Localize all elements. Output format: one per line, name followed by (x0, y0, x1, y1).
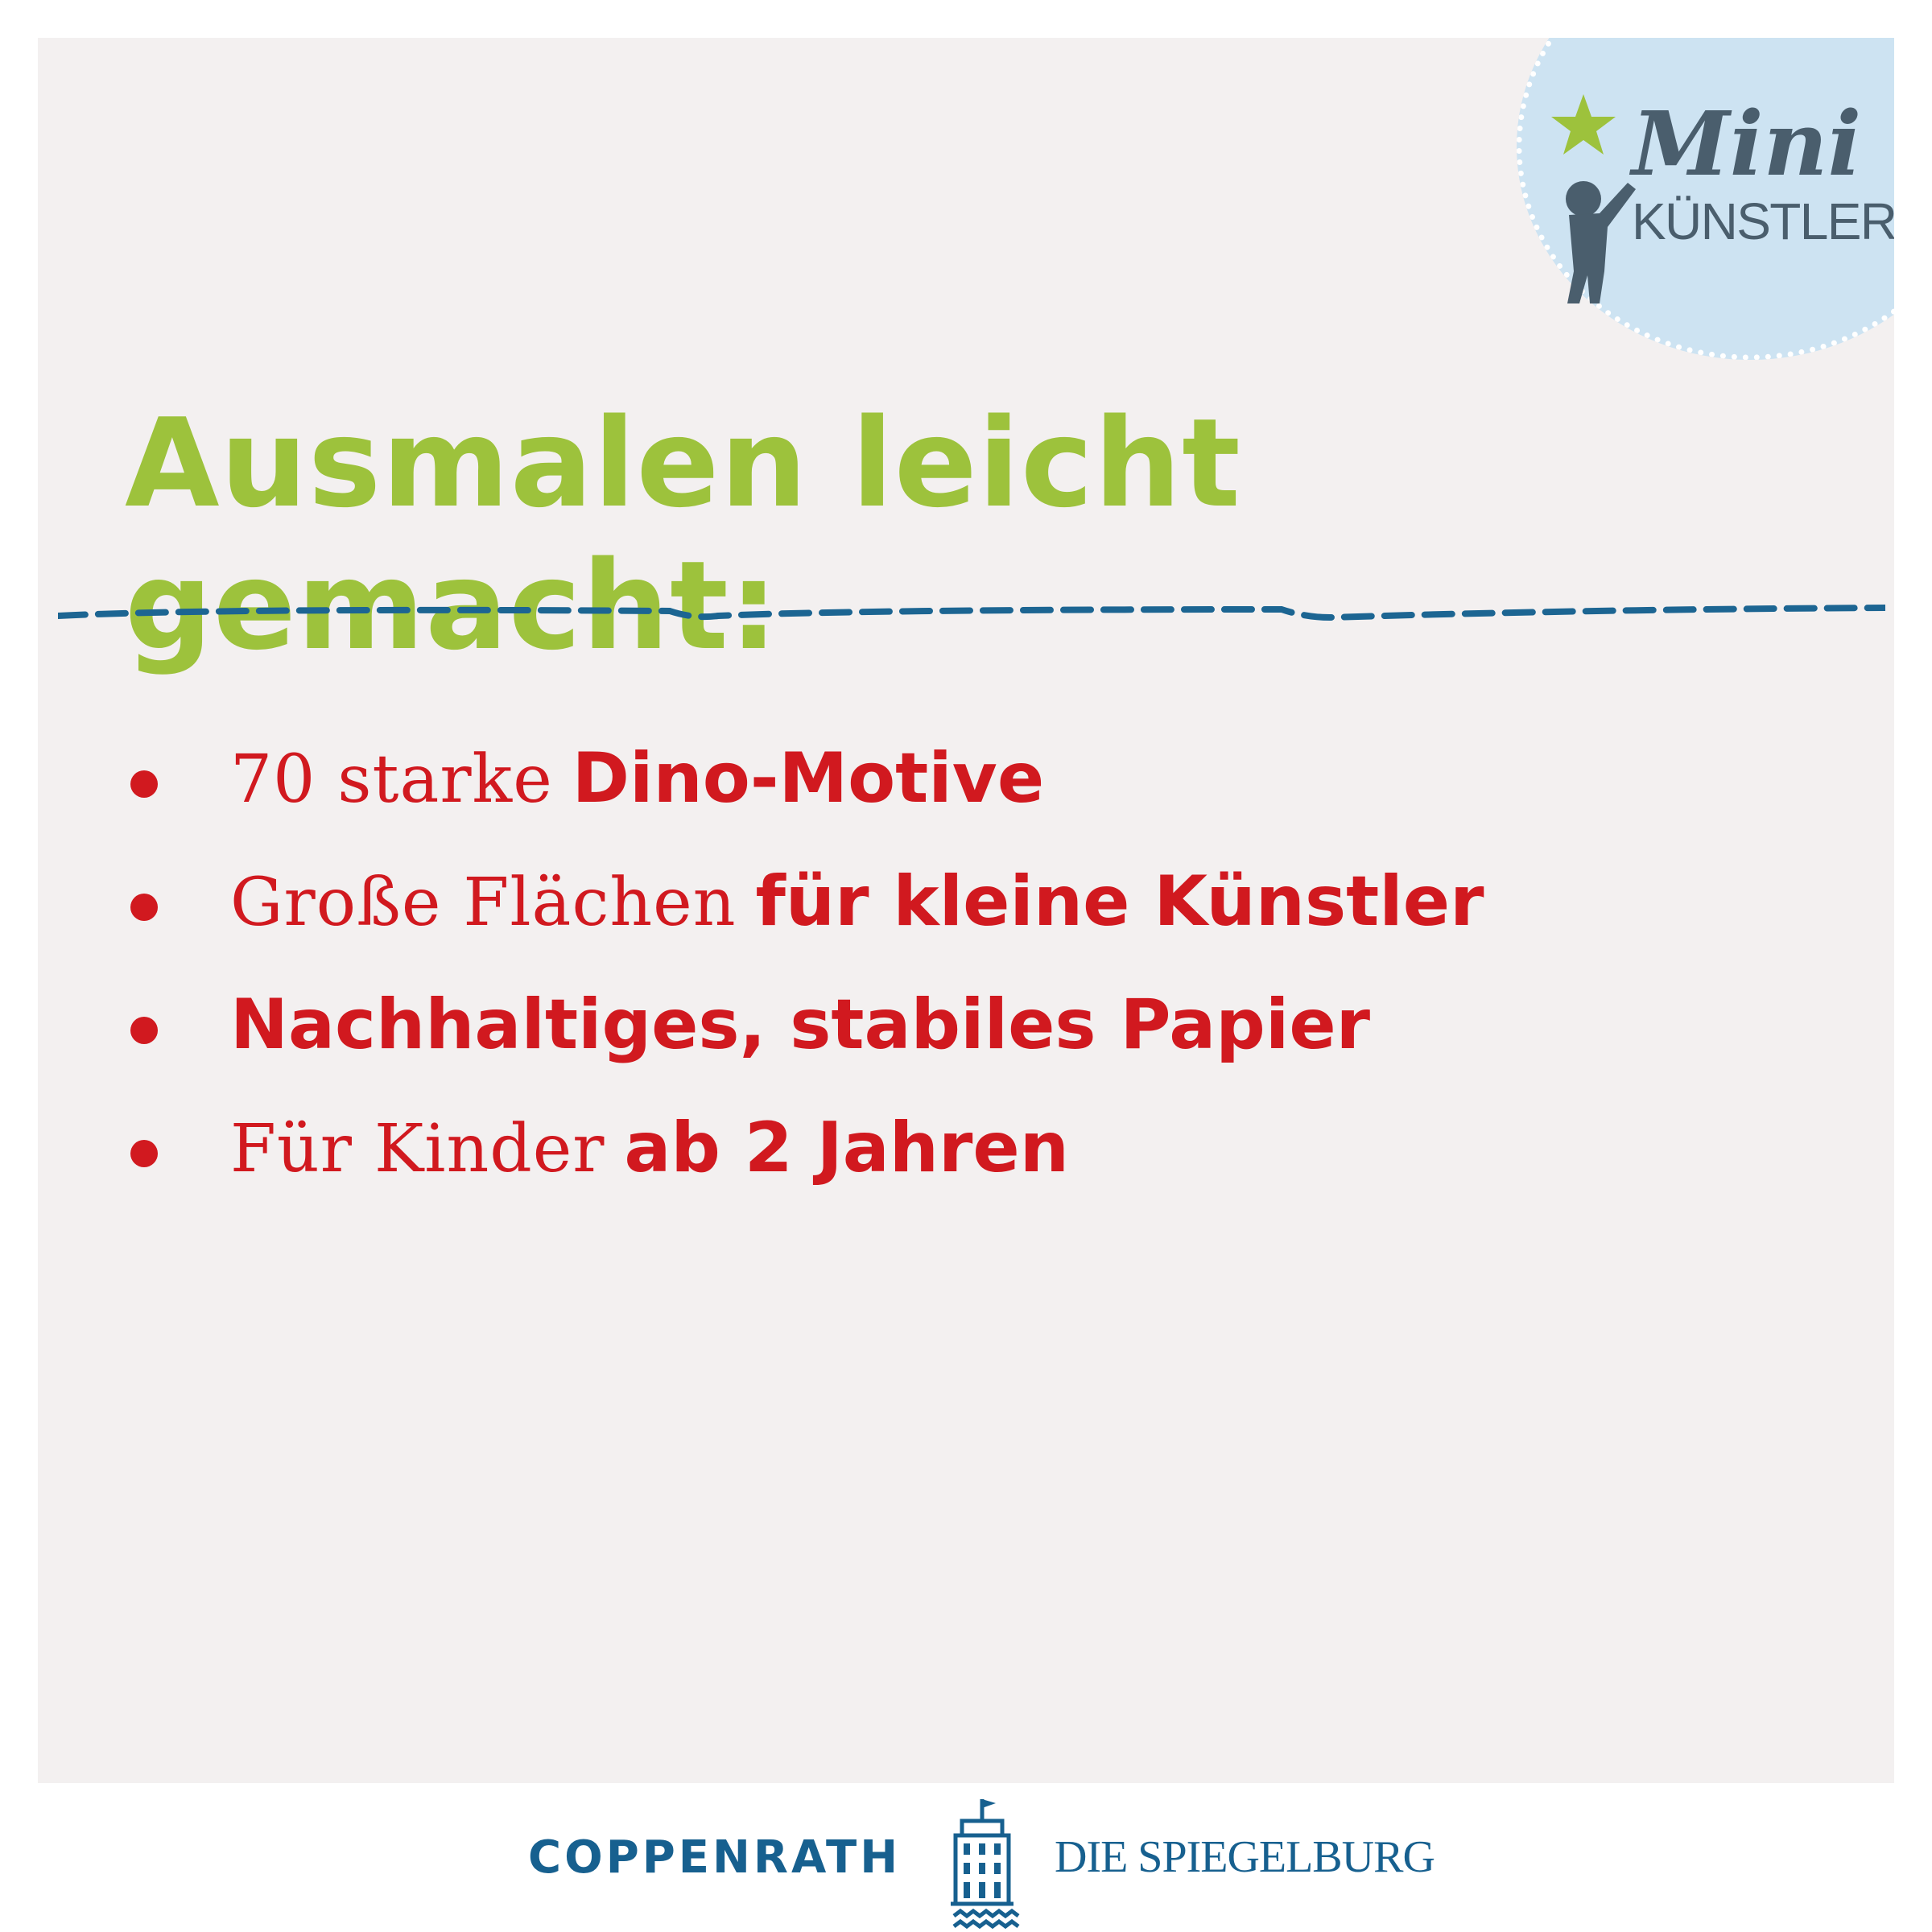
item-regular-text: 70 starke (230, 741, 553, 818)
mini-kuenstler-logo: Mini KÜNSTLER (1551, 92, 1894, 303)
list-item: Große Flächen für kleine Künstler (38, 861, 1484, 985)
item-regular-text: Für Kinder (230, 1111, 605, 1187)
publisher-footer: COPPENRATH DIE SPIEGELBURG (0, 1795, 1932, 1932)
bullet-icon (130, 894, 158, 921)
list-item: Nachhaltiges, stabiles Papier (38, 985, 1484, 1108)
bullet-icon (130, 1017, 158, 1044)
imprint-name: DIE SPIEGELBURG (1055, 1832, 1435, 1882)
feature-list: 70 starke Dino-Motive Große Flächen für … (38, 738, 1484, 1231)
list-item: 70 starke Dino-Motive (38, 738, 1484, 861)
item-regular-text: Große Flächen (230, 865, 737, 941)
wavy-dashed-divider (58, 605, 1885, 621)
logo-mini-text: Mini (1629, 92, 1861, 196)
item-bold-text: ab 2 Jahren (624, 1108, 1069, 1188)
child-silhouette-icon (1566, 181, 1636, 303)
tower-icon (951, 1799, 1020, 1930)
content-panel: Mini KÜNSTLER Ausmalen leicht gemacht: 7… (38, 38, 1894, 1783)
bullet-icon (130, 1140, 158, 1167)
publisher-name: COPPENRATH (528, 1831, 902, 1884)
list-item: Für Kinder ab 2 Jahren (38, 1108, 1484, 1231)
page-title: Ausmalen leicht gemacht: (125, 392, 1241, 677)
item-bold-text: Nachhaltiges, stabiles Papier (230, 985, 1371, 1065)
star-icon (1551, 94, 1616, 155)
item-bold-text: für kleine Künstler (755, 861, 1484, 942)
item-bold-text: Dino-Motive (572, 738, 1045, 819)
logo-kuenstler-text: KÜNSTLER (1632, 192, 1894, 250)
bullet-icon (130, 770, 158, 798)
